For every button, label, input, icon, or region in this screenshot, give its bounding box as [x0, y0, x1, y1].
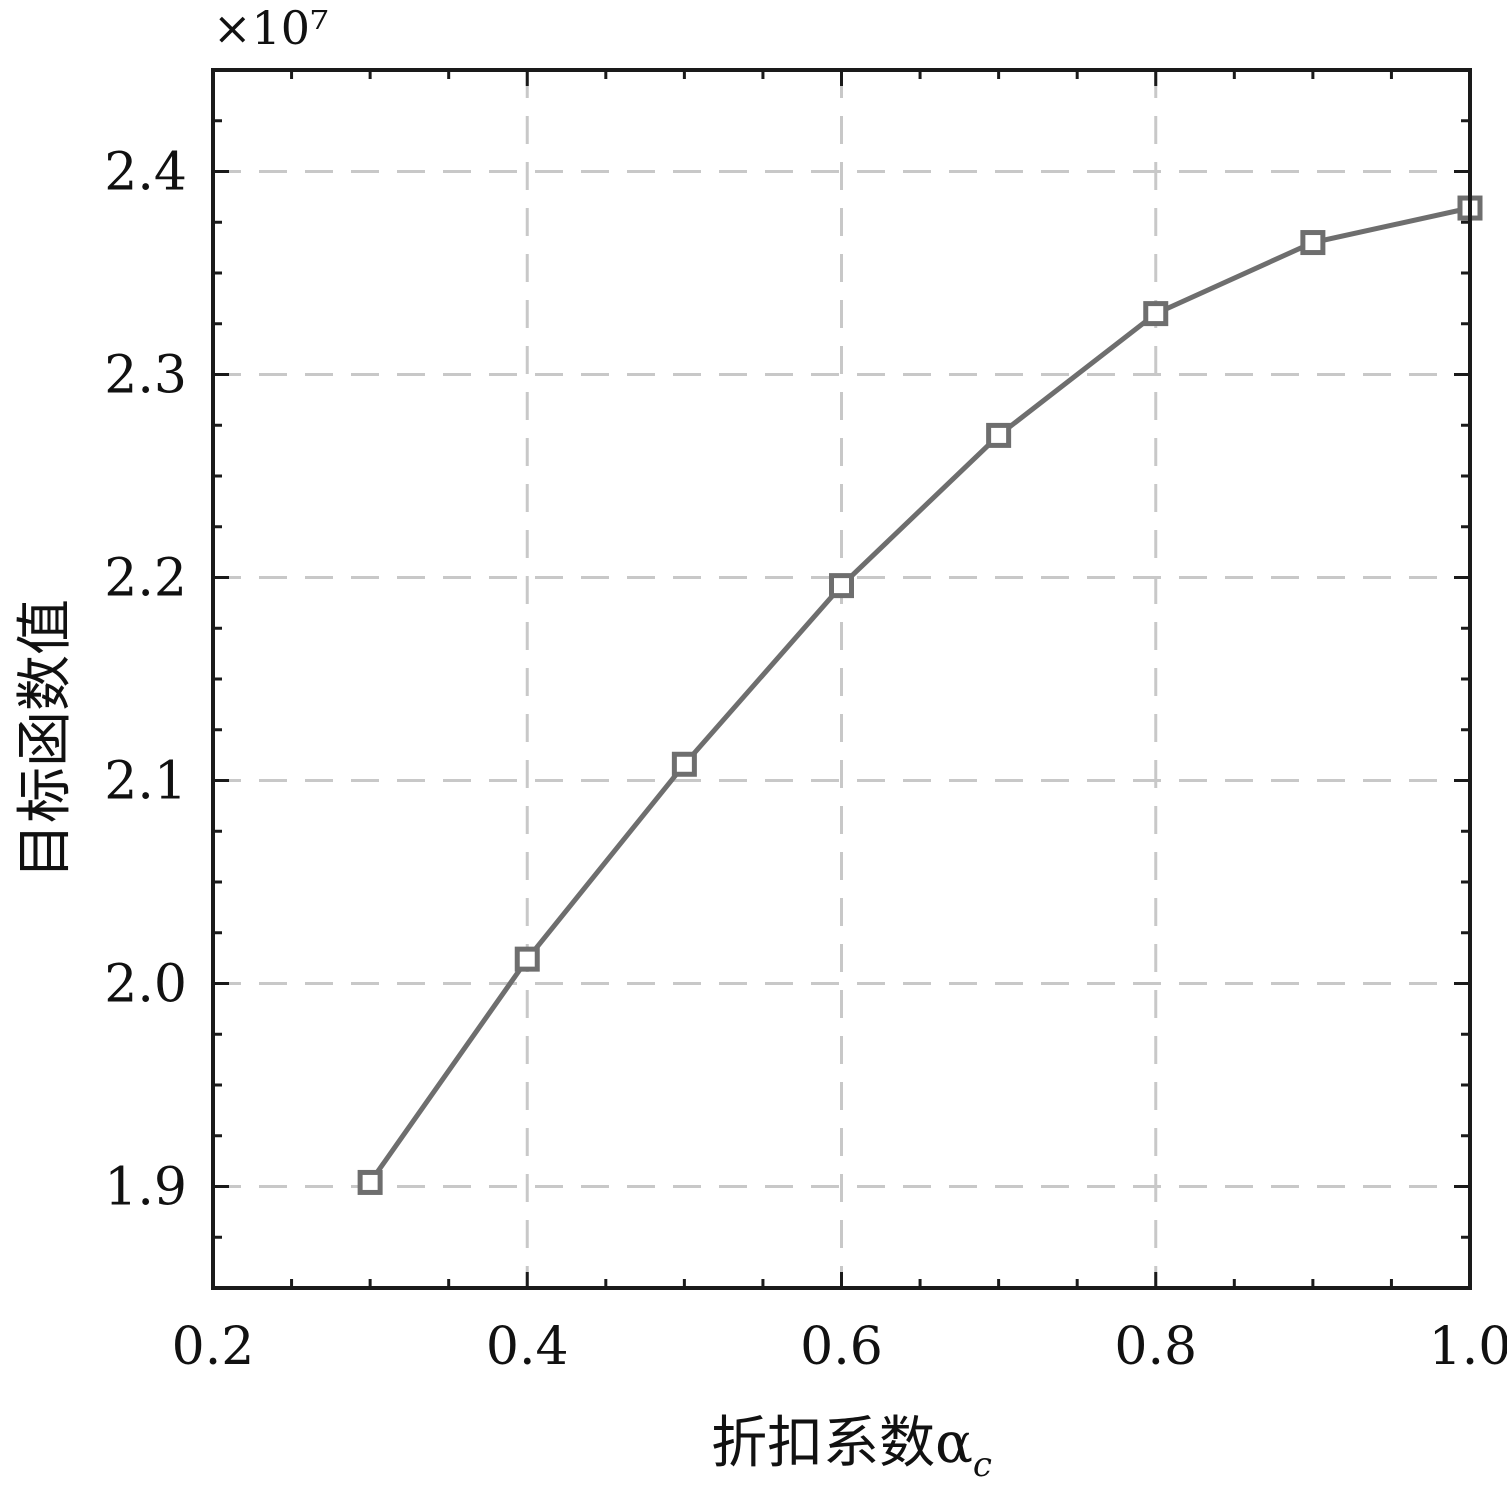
x-tick-label: 0.8 — [1114, 1317, 1197, 1377]
y-tick-label: 2.0 — [104, 955, 187, 1015]
y-scale-factor-label: ×10⁷ — [213, 1, 329, 55]
data-point-marker — [1143, 301, 1169, 327]
data-point-marker — [357, 1169, 383, 1195]
series-line — [368, 205, 1471, 1184]
data-point-marker — [986, 422, 1012, 448]
data-point-marker — [829, 573, 854, 599]
y-tick-label: 2.1 — [104, 752, 187, 812]
x-tick-label: 0.2 — [172, 1317, 255, 1377]
data-point-marker — [1300, 230, 1326, 256]
grid-layer — [213, 70, 1470, 1288]
x-tick-label: 1.0 — [1429, 1317, 1507, 1377]
y-tick-label: 2.3 — [104, 346, 187, 406]
y-tick-label: 2.4 — [104, 143, 187, 203]
x-tick-label: 0.4 — [486, 1317, 569, 1377]
series-layer — [357, 195, 1483, 1195]
label-layer: 0.2 0.4 0.6 0.8 1.0 1.9 2.0 2.1 2.2 2.3 2.4 ×10⁷ 折扣系… — [13, 1, 1507, 1485]
x-axis-title: 折扣系数αc — [711, 1411, 992, 1485]
y-tick-label: 2.2 — [104, 549, 187, 609]
plot-frame — [211, 68, 1472, 1290]
data-point-marker — [671, 751, 697, 777]
data-point-marker — [514, 946, 540, 972]
y-tick-label: 1.9 — [104, 1158, 187, 1218]
x-tick-label: 0.6 — [800, 1317, 883, 1377]
y-axis-title: 目标函数值 — [13, 599, 78, 879]
